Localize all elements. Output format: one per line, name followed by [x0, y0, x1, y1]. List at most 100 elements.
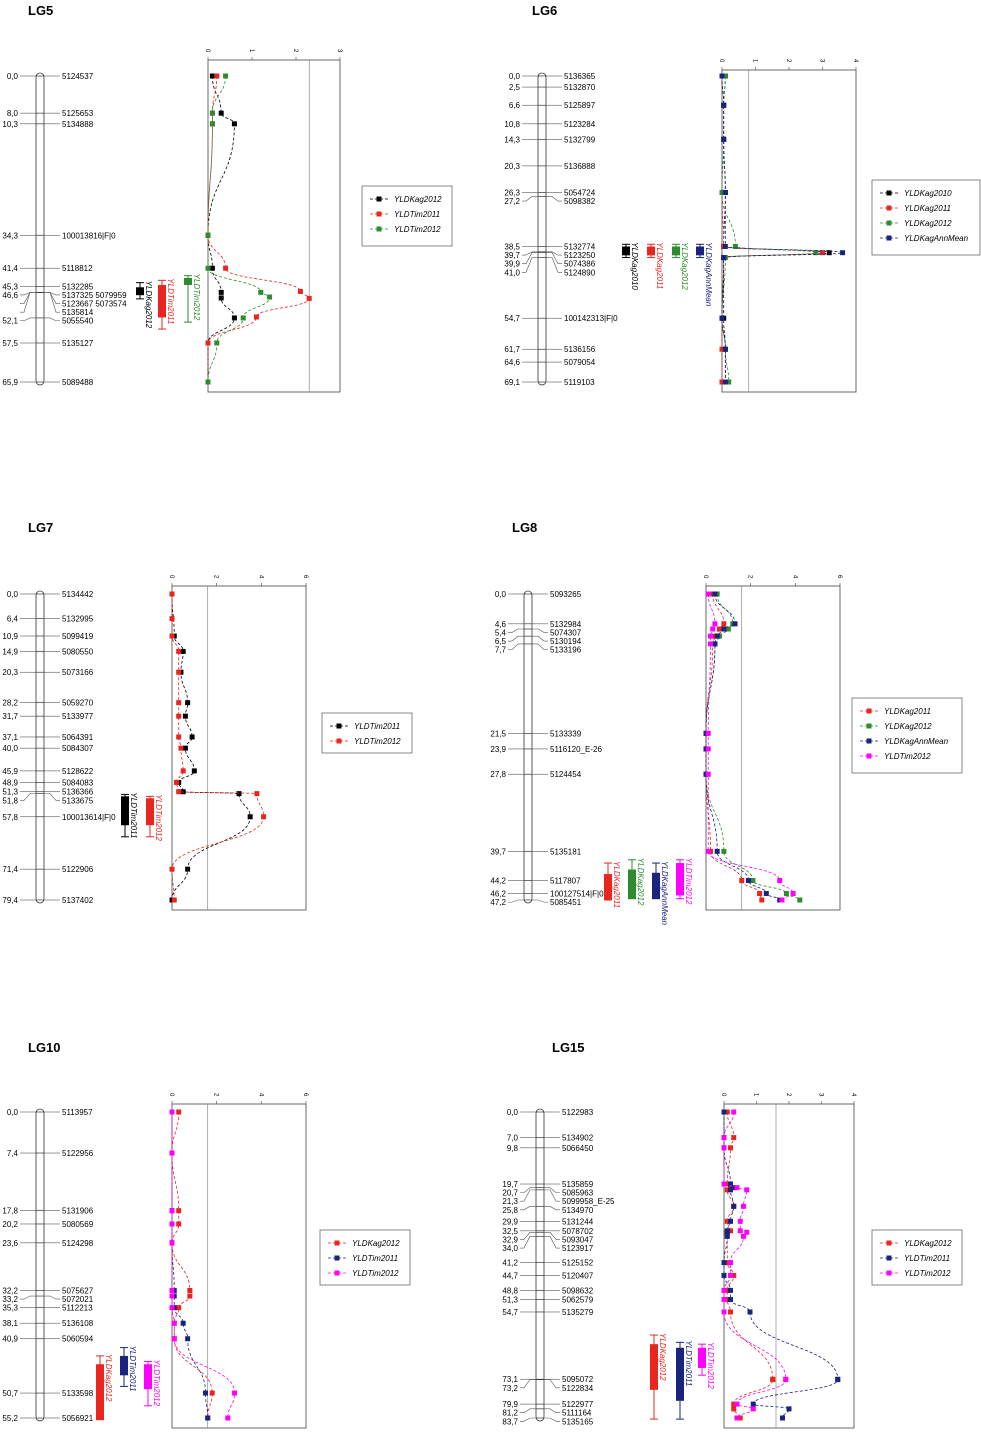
lod-point	[710, 626, 716, 632]
marker-position: 32,9	[502, 1235, 518, 1244]
lod-point	[182, 713, 188, 719]
lod-point	[176, 1221, 182, 1227]
marker-name: 100013614|F|0	[62, 813, 116, 822]
qtl-interval	[604, 862, 612, 901]
marker-position: 31,7	[2, 712, 18, 721]
lod-point	[813, 250, 819, 256]
lod-point	[209, 73, 215, 79]
lod-point	[724, 1109, 730, 1115]
marker-name: 5098382	[564, 197, 596, 206]
marker-name: 5124537	[62, 72, 94, 81]
qtl-label: YLDKag2011	[612, 861, 621, 908]
marker-position: 46,2	[490, 890, 506, 899]
marker-name: 100127514|F|0	[550, 890, 604, 899]
lod-point	[261, 814, 267, 820]
marker-name: 5093265	[550, 590, 582, 599]
lod-point	[724, 1287, 730, 1293]
lod-tick-label: 0	[702, 575, 708, 579]
lod-point	[734, 1401, 740, 1407]
marker-position: 27,8	[490, 770, 506, 779]
legend-entry: YLDKag2012	[394, 195, 442, 204]
lod-point	[705, 771, 711, 777]
position-leader	[520, 1231, 536, 1240]
marker-leader	[44, 317, 60, 322]
legend-entry: YLDKag2012	[884, 722, 932, 731]
lod-point	[169, 1288, 175, 1293]
legend-entry: YLDKag2012	[352, 1239, 400, 1248]
lod-curve	[723, 1112, 839, 1419]
qtl-label: YLDKag2012	[658, 1333, 667, 1381]
lod-point	[759, 897, 765, 903]
qtl-box	[146, 798, 154, 826]
lod-point	[721, 1109, 727, 1115]
legend-entry: YLDKag2011	[884, 707, 931, 716]
legend-swatch	[866, 723, 872, 729]
legend-entry: YLDKag2011	[904, 204, 951, 213]
lod-point	[231, 315, 237, 321]
lod-point	[205, 232, 211, 238]
marker-name: 5080569	[62, 1220, 94, 1229]
marker-position: 0,0	[507, 1108, 519, 1117]
lod-curve	[723, 75, 830, 383]
lod-point	[724, 1260, 730, 1266]
marker-name: 5123250	[564, 251, 596, 260]
marker-name: 5056921	[62, 1414, 94, 1423]
marker-position: 7,7	[495, 646, 507, 655]
legend: YLDKag2011 YLDKag2012 YLDKagAnnMean YLDTim2…	[851, 697, 963, 774]
legend-swatch	[866, 708, 872, 714]
marker-name: 5135859	[562, 1180, 594, 1189]
lod-point	[731, 1272, 737, 1278]
qtl-box	[652, 872, 660, 899]
marker-position: 54,7	[502, 1308, 518, 1317]
lod-point	[721, 1145, 727, 1151]
lod-point	[173, 779, 179, 785]
position-leader	[520, 1417, 536, 1422]
qtl-label: YLDKag2011	[655, 242, 664, 289]
lod-point	[728, 1218, 733, 1224]
legend-swatch	[376, 226, 382, 232]
lod-tick-label: 2	[213, 575, 219, 579]
lod-point	[750, 1401, 756, 1407]
position-leader	[508, 635, 524, 642]
lod-point	[721, 1309, 727, 1315]
qtl-box	[696, 246, 704, 256]
lod-point	[725, 626, 731, 632]
marker-leader	[544, 1417, 560, 1422]
legend-swatch	[336, 738, 342, 744]
qtl-interval	[184, 275, 192, 323]
marker-position: 32,5	[502, 1227, 518, 1236]
qtl-interval	[647, 243, 655, 259]
qtl-label: YLDTim2011	[166, 278, 175, 324]
position-leader	[520, 1236, 536, 1249]
qtl-interval	[120, 1347, 128, 1387]
marker-position: 79,9	[502, 1400, 518, 1409]
lod-point	[187, 1293, 193, 1299]
lod-point	[176, 1109, 182, 1115]
lod-point	[797, 897, 803, 903]
lg7-panel: LG7 5134442 0,0 5132995 6,4 5099419 10,9 508055…	[2, 520, 413, 911]
lod-point	[205, 379, 211, 385]
qtl-box	[604, 874, 612, 900]
lod-point	[169, 1305, 175, 1311]
legend-swatch	[886, 205, 892, 211]
lg6-panel: LG6 5136365 0,0 5132870 2,5 5125897 6,6 5123284…	[504, 3, 981, 393]
marker-position: 54,7	[504, 314, 520, 323]
marker-name: 5085963	[562, 1189, 594, 1198]
marker-position: 45,9	[2, 767, 18, 776]
lod-point	[176, 700, 182, 706]
legend: YLDTim2011 YLDTim2012	[321, 712, 413, 754]
lod-tick-label: 4	[257, 1093, 263, 1097]
lod-point	[731, 1203, 737, 1209]
lod-tick-label: 0	[720, 1093, 726, 1097]
marker-name: 5099419	[62, 632, 94, 641]
position-leader	[20, 1295, 36, 1300]
lod-point	[218, 110, 224, 116]
lod-point	[187, 1288, 193, 1293]
legend-swatch	[886, 1255, 892, 1261]
lod-tick-label: 4	[852, 59, 858, 63]
marker-name: 5135814	[62, 308, 94, 317]
qtl-box	[158, 284, 166, 318]
marker-position: 51,3	[502, 1296, 518, 1305]
marker-position: 69,1	[504, 378, 520, 387]
marker-leader	[544, 1231, 560, 1240]
